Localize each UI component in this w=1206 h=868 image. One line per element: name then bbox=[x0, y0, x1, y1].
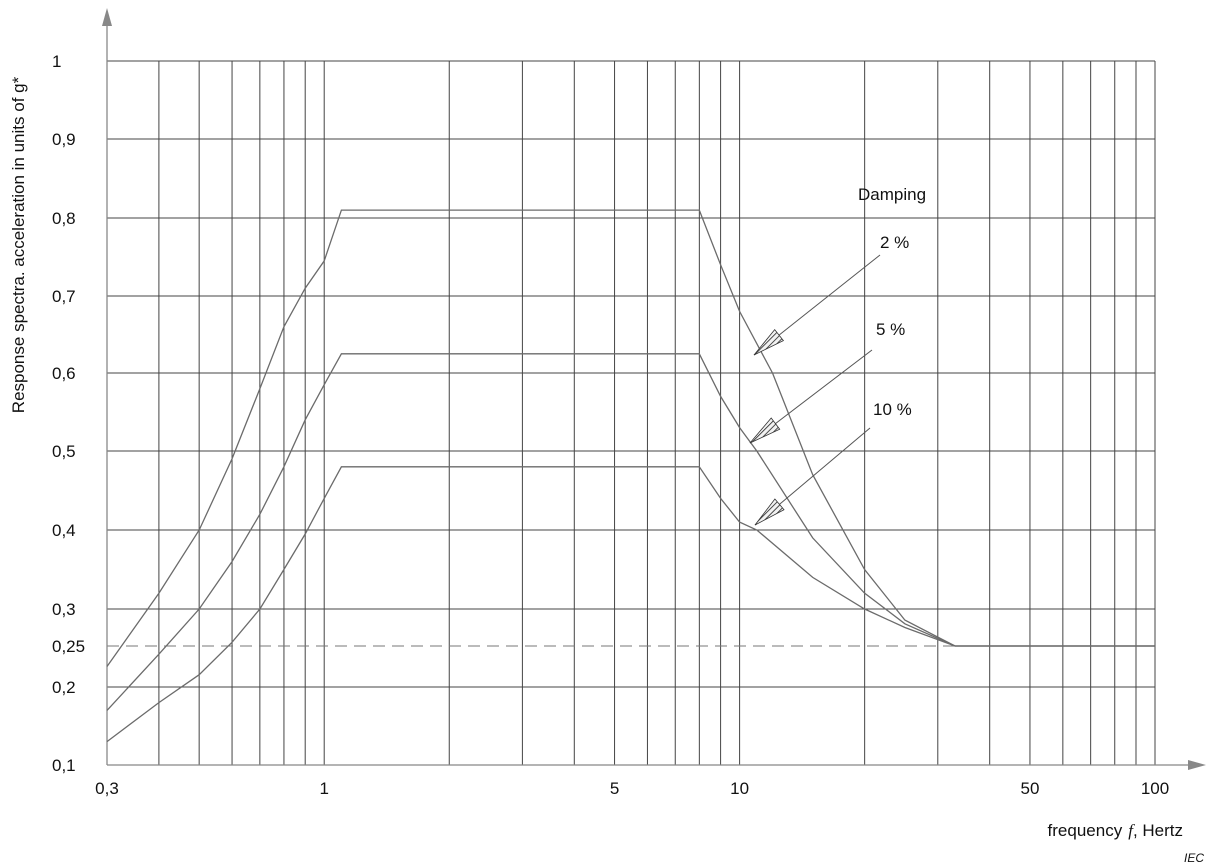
y-tick-label: 0,2 bbox=[52, 678, 76, 697]
y-tick-label: 0,9 bbox=[52, 130, 76, 149]
x-axis-title: frequency f, Hertz bbox=[1048, 821, 1183, 840]
x-axis-title-unit: , Hertz bbox=[1133, 821, 1183, 840]
x-axis-arrow bbox=[1188, 760, 1206, 770]
x-tick-label: 1 bbox=[319, 779, 328, 798]
y-tick-label: 0,7 bbox=[52, 287, 76, 306]
y-tick-label: 0,1 bbox=[52, 756, 76, 775]
x-tick-label: 0,3 bbox=[95, 779, 119, 798]
series-line-10-percent bbox=[106, 466, 1155, 743]
y-axis-title: Response spectra. acceleration in units … bbox=[9, 76, 28, 413]
axes bbox=[102, 8, 1206, 770]
annotations: 2 % 5 % 10 % bbox=[749, 233, 912, 526]
x-axis-title-symbol: f bbox=[1128, 821, 1135, 840]
series-arrowhead bbox=[754, 498, 785, 526]
series-label: 2 % bbox=[880, 233, 909, 252]
y-tick-label: 1 bbox=[52, 52, 61, 71]
legend-title: Damping bbox=[858, 185, 926, 204]
series-label: 10 % bbox=[873, 400, 912, 419]
series-arrowhead bbox=[753, 328, 785, 356]
x-tick-label: 10 bbox=[730, 779, 749, 798]
x-tick-label: 100 bbox=[1141, 779, 1169, 798]
x-tick-label: 50 bbox=[1020, 779, 1039, 798]
source-label: IEC bbox=[1184, 851, 1204, 865]
grid bbox=[107, 60, 1156, 765]
y-tick-label: 0,3 bbox=[52, 600, 76, 619]
x-tick-label: 5 bbox=[610, 779, 619, 798]
series-line-5-percent bbox=[106, 353, 1155, 711]
y-tick-label: 0,5 bbox=[52, 442, 76, 461]
y-axis-arrow bbox=[102, 8, 112, 26]
y-tick-label: 0,4 bbox=[52, 521, 76, 540]
series-label: 5 % bbox=[876, 320, 905, 339]
x-axis-title-word: frequency bbox=[1048, 821, 1123, 840]
series-arrowhead bbox=[749, 417, 781, 444]
y-tick-label: 0,8 bbox=[52, 209, 76, 228]
tick-labels: 0,10,20,250,30,40,50,60,70,80,910,3 1 5 10 5… bbox=[52, 52, 1169, 798]
series-line-2-percent bbox=[106, 209, 1155, 667]
series-layer bbox=[106, 209, 1155, 743]
y-tick-label: 0,25 bbox=[52, 637, 85, 656]
y-tick-label: 0,6 bbox=[52, 364, 76, 383]
